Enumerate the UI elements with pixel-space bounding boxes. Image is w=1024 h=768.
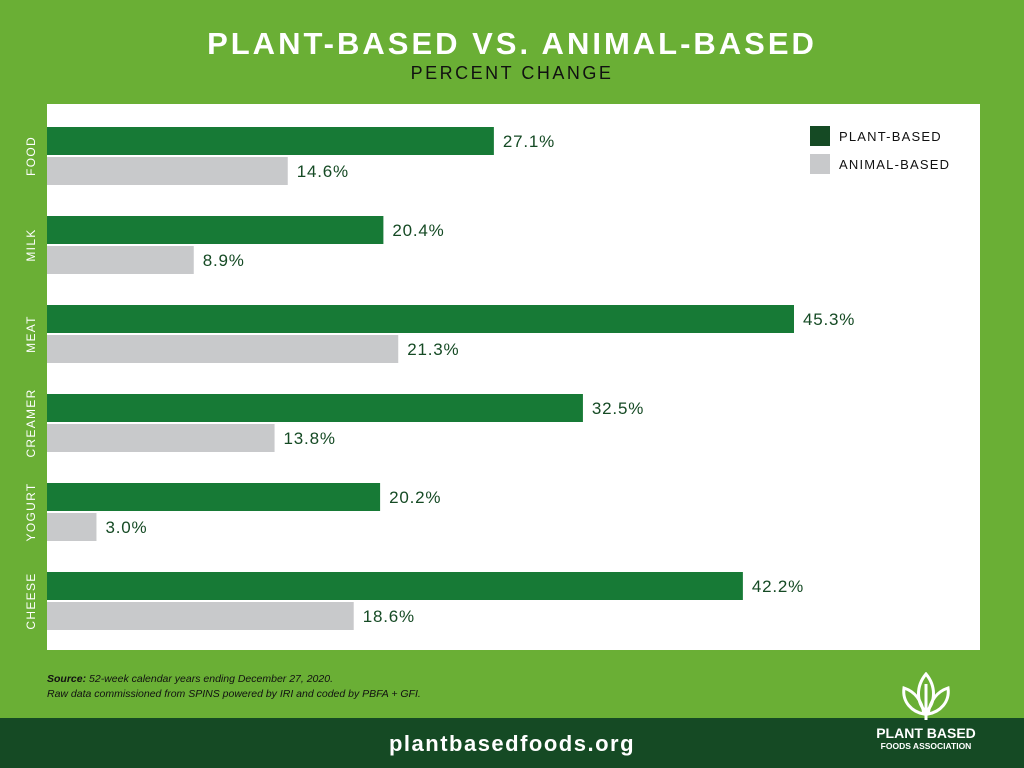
leaf-logo-icon [902,671,950,720]
legend-item-animal: ANIMAL-BASED [810,150,950,178]
bar-plant-meat [47,305,794,333]
source-note: Source: 52-week calendar years ending De… [47,672,421,702]
data-label: 8.9% [203,251,245,270]
legend: PLANT-BASED ANIMAL-BASED [810,122,950,178]
chart-subtitle: PERCENT CHANGE [410,63,614,83]
category-label-milk: MILK [24,228,38,261]
logo-text-line1: PLANT BASED [876,725,976,741]
data-label: 27.1% [503,132,555,151]
data-label: 21.3% [407,340,459,359]
category-labels: FOOD MILK MEAT CREAMER YOGURT CHEESE [24,136,38,630]
legend-swatch-animal [810,154,830,174]
category-label-meat: MEAT [24,315,38,353]
website-link[interactable]: plantbasedfoods.org [388,731,636,756]
data-label: 45.3% [803,310,855,329]
data-label: 20.2% [389,488,441,507]
logo-text-line2: FOODS ASSOCIATION [880,741,972,751]
legend-label: ANIMAL-BASED [839,156,951,172]
bar-animal-meat [47,335,399,363]
bar-chart: 27.1% 14.6% 20.4% 8.9% 45.3% 21.3% 32.5% 13.8% 2… [47,127,855,630]
data-label: 3.0% [105,518,147,537]
category-label-yogurt: YOGURT [24,483,38,542]
data-label: 14.6% [297,162,349,181]
legend-label: PLANT-BASED [839,128,942,144]
bar-animal-yogurt [47,513,97,541]
bar-plant-food [47,127,494,155]
data-label: 18.6% [363,607,415,626]
source-label: Source: [47,673,87,685]
source-line2: Raw data commissioned from SPINS powered… [47,688,421,700]
data-label: 42.2% [752,577,804,596]
bar-animal-milk [47,246,194,274]
data-label: 13.8% [284,429,336,448]
footer-bar [0,718,1024,768]
category-label-food: FOOD [24,136,38,176]
bar-plant-milk [47,216,384,244]
bar-plant-yogurt [47,483,381,511]
source-line1: 52-week calendar years ending December 2… [86,673,333,685]
bar-plant-creamer [47,394,583,422]
bar-animal-creamer [47,424,275,452]
bar-animal-food [47,157,288,185]
bar-plant-cheese [47,572,743,600]
chart-panel: 27.1% 14.6% 20.4% 8.9% 45.3% 21.3% 32.5% 13.8% 2… [47,104,980,650]
legend-item-plant: PLANT-BASED [810,122,950,150]
data-label: 20.4% [392,221,444,240]
chart-title: PLANT-BASED VS. ANIMAL-BASED [207,26,817,61]
legend-swatch-plant [810,126,830,146]
pbfa-logo: PLANT BASED FOODS ASSOCIATION [868,671,984,751]
bar-animal-cheese [47,602,354,630]
data-label: 32.5% [592,399,644,418]
category-label-cheese: CHEESE [24,572,38,629]
category-label-creamer: CREAMER [24,388,38,457]
